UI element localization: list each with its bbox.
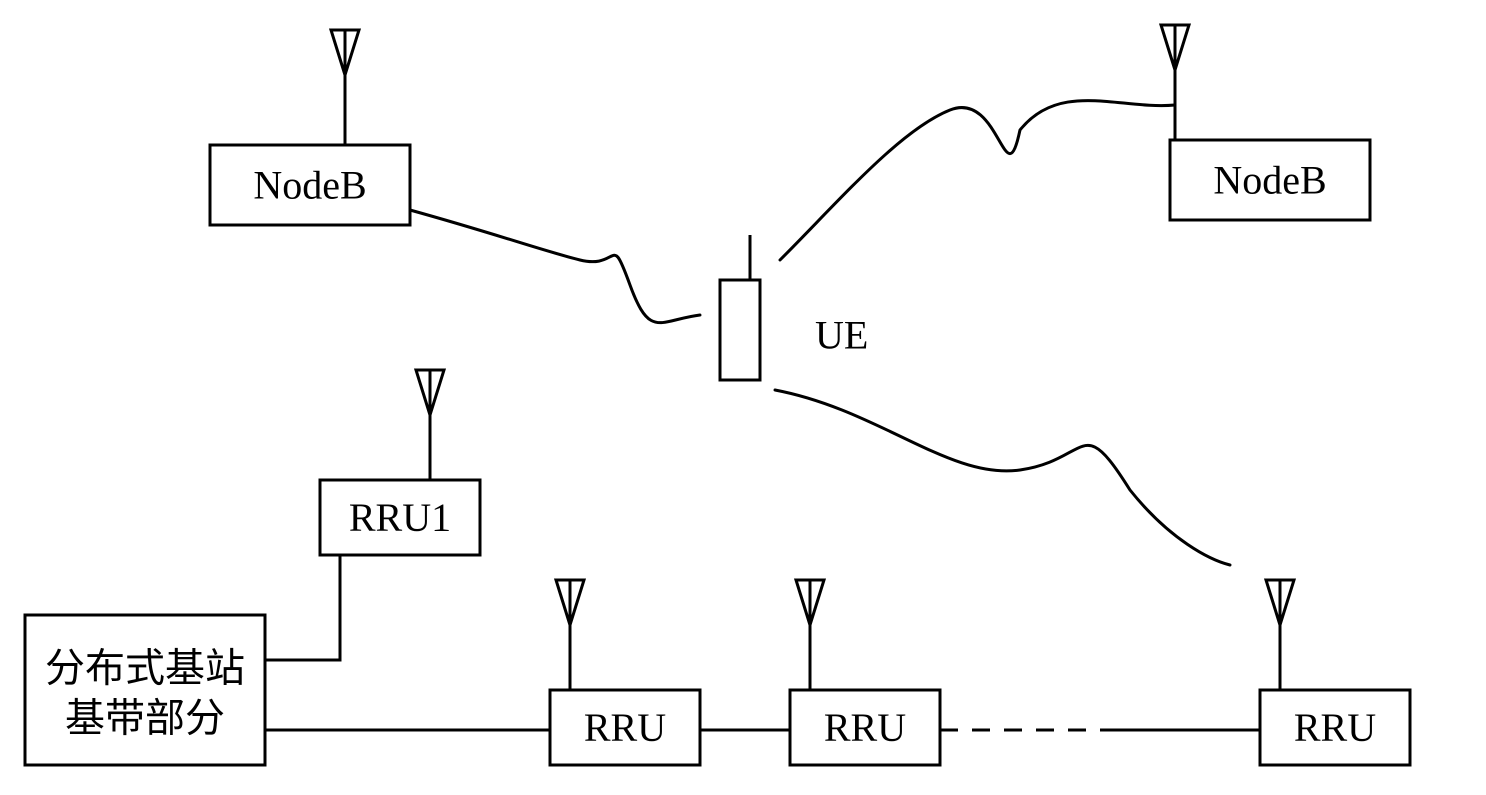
wave-lower	[775, 390, 1230, 565]
baseband-label-1: 分布式基站	[45, 646, 245, 691]
nodeb-right-label: NodeB	[1213, 158, 1326, 203]
wave-right	[780, 101, 1175, 260]
rru-a-label: RRU	[584, 705, 666, 750]
rru-b-label: RRU	[824, 705, 906, 750]
ue-label: UE	[815, 313, 868, 358]
link-baseband-rru1	[265, 555, 340, 660]
wave-left	[410, 210, 700, 323]
baseband-label-2: 基带部分	[65, 696, 225, 741]
rru-c-label: RRU	[1294, 705, 1376, 750]
nodeb-left-label: NodeB	[253, 163, 366, 208]
ue-body	[720, 280, 760, 380]
rru1-label: RRU1	[349, 495, 451, 540]
